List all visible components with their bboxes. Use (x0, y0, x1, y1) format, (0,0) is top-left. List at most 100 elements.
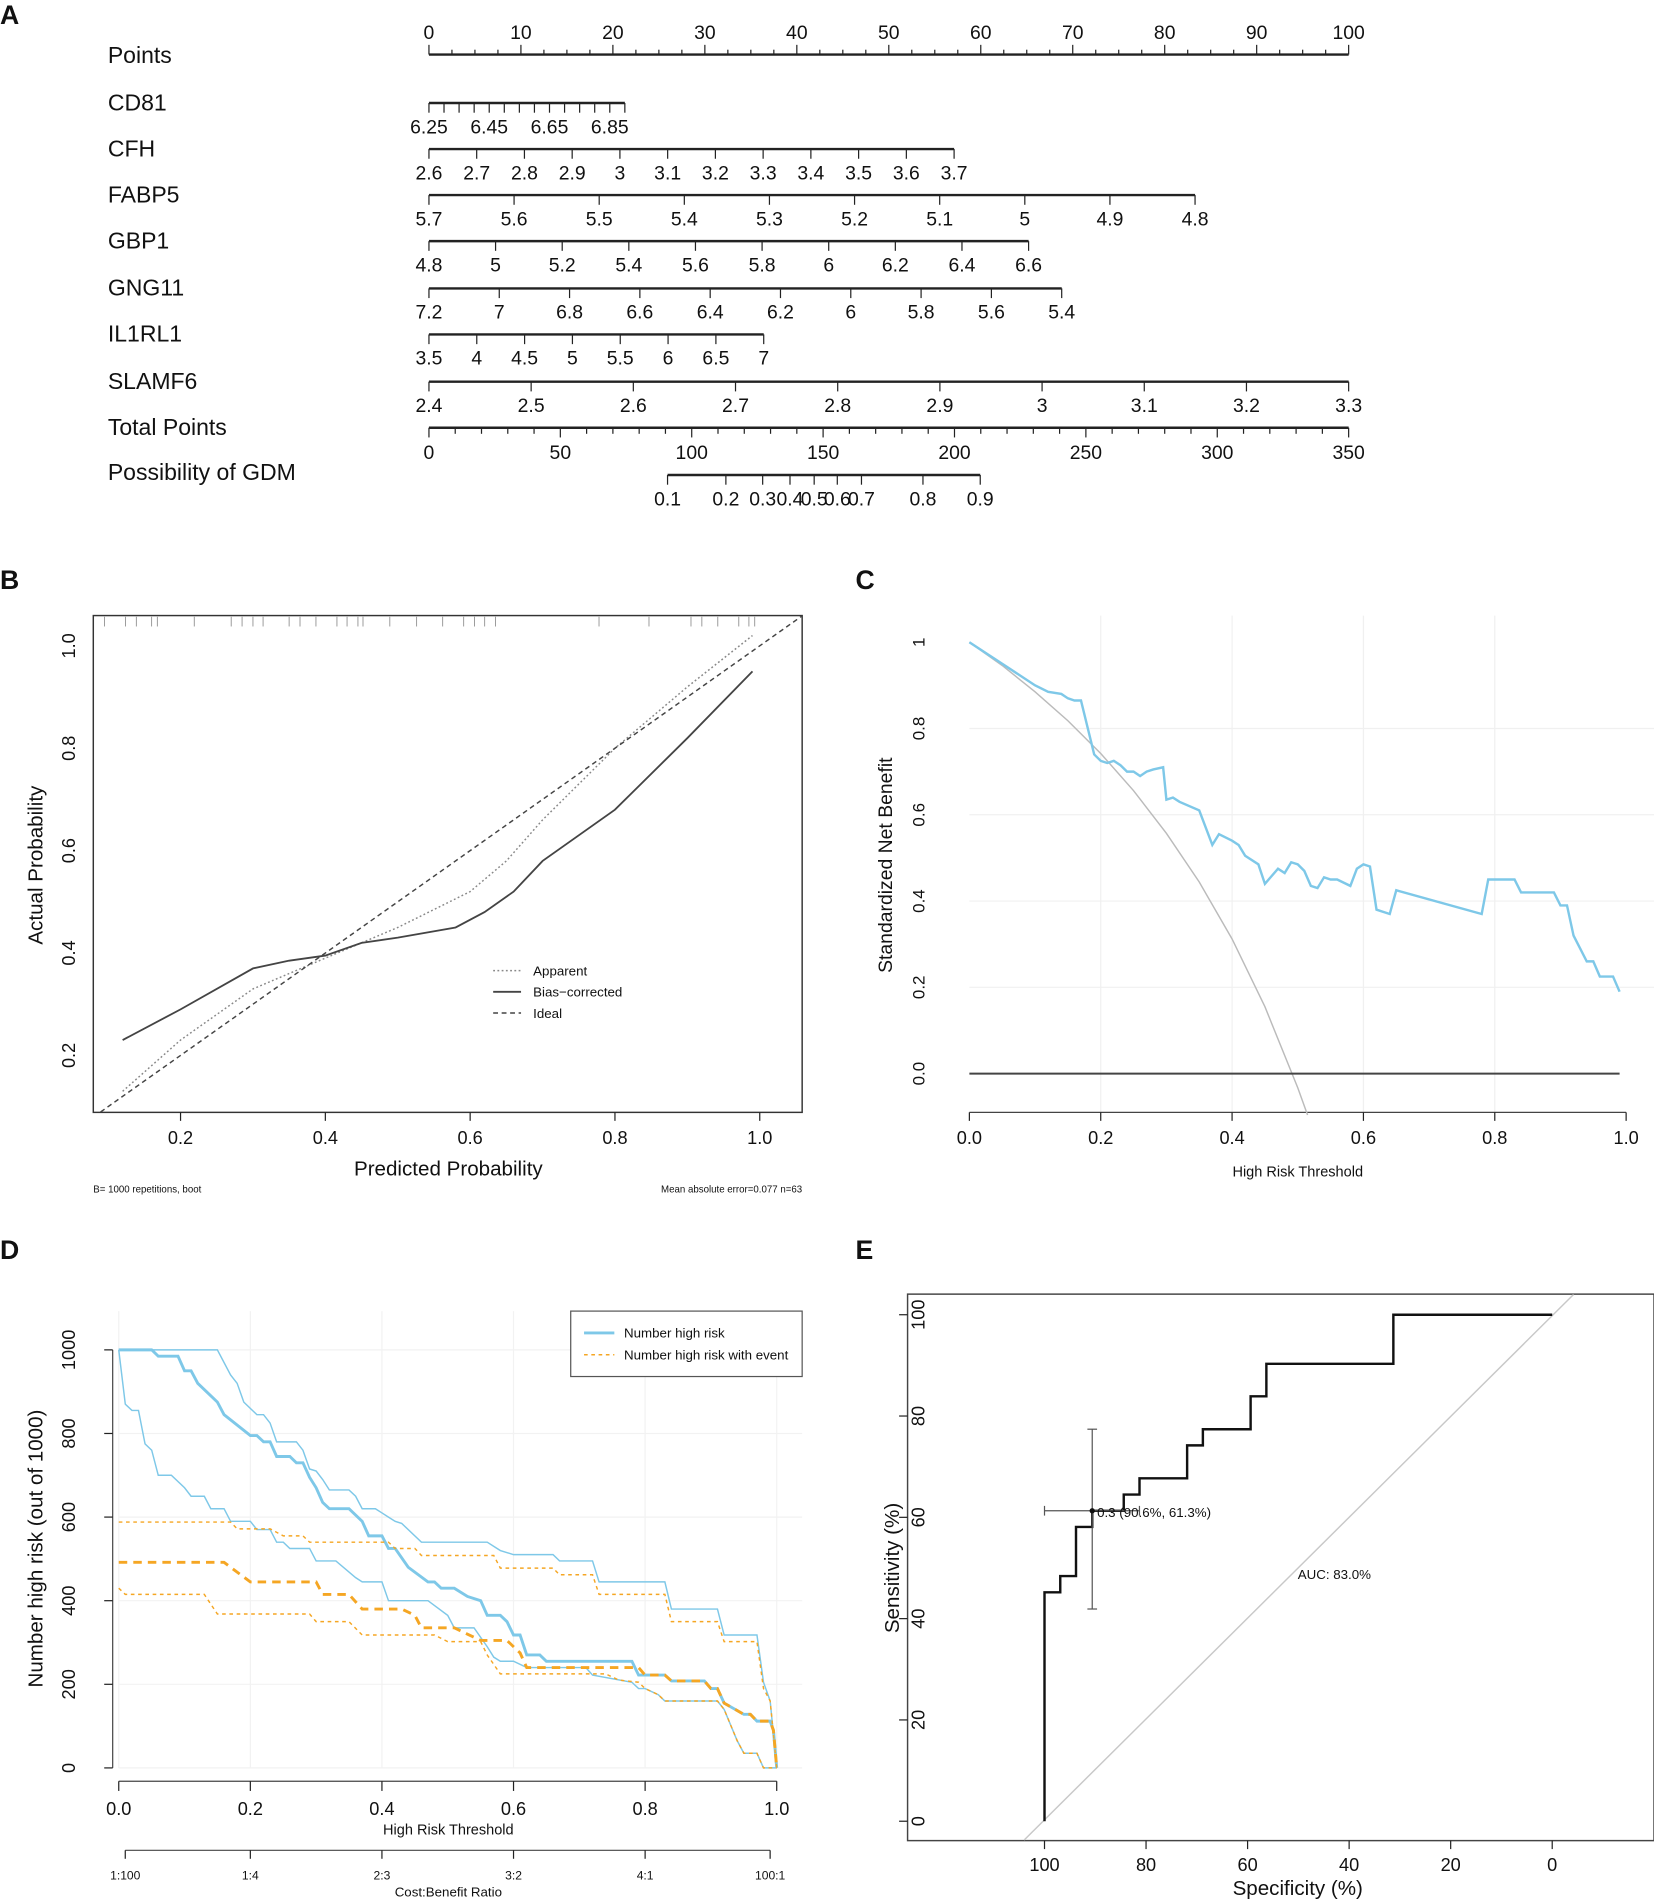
variable-tick-label: 3.5 (845, 162, 872, 184)
probability-tick-label: 0.6 (824, 488, 851, 510)
variable-label-slamf6: SLAMF6 (108, 368, 198, 394)
x-tick-label: 40 (1339, 1855, 1359, 1875)
cost-benefit-tick-label: 1:100 (110, 1868, 141, 1882)
variable-tick-label: 3.1 (1131, 395, 1158, 417)
panel-label-e: E (855, 1235, 873, 1265)
y-tick-label: 0 (59, 1763, 79, 1773)
y-tick-label: 600 (59, 1502, 79, 1532)
x-tick-label: 60 (1237, 1855, 1257, 1875)
auc-label: AUC: 83.0% (1298, 1567, 1371, 1582)
legend-box (570, 1310, 803, 1378)
legend-label: Apparent (533, 963, 587, 978)
variable-tick-label: 6.6 (626, 302, 653, 324)
x-tick-label: 1.0 (1614, 1128, 1639, 1148)
variable-tick-label: 3.1 (654, 162, 681, 184)
cost-benefit-tick-label: 3:2 (505, 1868, 522, 1882)
variable-tick-label: 5.1 (926, 208, 953, 230)
variable-tick-label: 2.8 (511, 162, 538, 184)
y-axis-title: Sensitivity (%) (881, 1503, 904, 1633)
x-tick-label: 0.4 (369, 1799, 394, 1819)
y-axis-title: Standardized Net Benefit (875, 757, 897, 973)
x-tick-label: 1.0 (764, 1799, 789, 1819)
total-points-tick-label: 150 (807, 442, 840, 464)
probability-tick-label: 0.4 (777, 488, 804, 510)
variable-tick-label: 2.7 (463, 162, 490, 184)
legend-label: Ideal (533, 1006, 562, 1021)
high-risk-event-estimate-line (118, 1560, 779, 1769)
variable-tick-label: 2.5 (518, 395, 545, 417)
probability-tick-label: 0.2 (712, 488, 739, 510)
cost-benefit-tick-label: 2:3 (374, 1868, 391, 1882)
total-points-tick-label: 300 (1201, 442, 1234, 464)
roc-plot-frame (906, 1293, 1654, 1842)
variable-tick-label: 6.65 (531, 116, 569, 138)
total-points-tick-label: 200 (938, 442, 971, 464)
variable-tick-label: 4 (471, 348, 482, 370)
y-tick-label: 40 (909, 1609, 929, 1629)
variable-tick-label: 6 (845, 302, 856, 324)
variable-tick-label: 2.8 (824, 395, 851, 417)
decision-curve-all (968, 641, 1309, 1116)
points-tick-label: 70 (1062, 22, 1084, 44)
variable-tick-label: 3.2 (1233, 395, 1260, 417)
variable-tick-label: 2.6 (620, 395, 647, 417)
variable-tick-label: 5 (1019, 208, 1030, 230)
variable-tick-label: 2.6 (415, 162, 442, 184)
variable-tick-label: 5.6 (682, 254, 709, 276)
variable-label-cfh: CFH (108, 135, 155, 161)
high-risk-upper-line (118, 1349, 778, 1768)
y-axis-title: Actual Probability (24, 785, 47, 945)
points-tick-label: 60 (970, 22, 992, 44)
probability-tick-label: 0.9 (967, 488, 994, 510)
best-threshold-point (1089, 1508, 1095, 1514)
y-tick-label: 200 (59, 1669, 79, 1699)
variable-tick-label: 3.6 (893, 162, 920, 184)
variable-tick-label: 7 (758, 348, 769, 370)
y-tick-label: 0.6 (59, 838, 79, 863)
x-tick-label: 0.2 (168, 1128, 193, 1148)
variable-tick-label: 6 (823, 254, 834, 276)
x-tick-label: 80 (1136, 1855, 1156, 1875)
variable-tick-label: 3.3 (1335, 395, 1362, 417)
x-tick-label: 0.8 (602, 1128, 627, 1148)
calibration-line-ideal (98, 615, 803, 1113)
points-tick-label: 40 (786, 22, 808, 44)
variable-tick-label: 3.7 (941, 162, 968, 184)
x-tick-label: 0.0 (957, 1128, 982, 1148)
y-axis-title: Number high risk (out of 1000) (24, 1410, 47, 1688)
x-tick-label: 0.6 (1351, 1128, 1376, 1148)
points-tick-label: 20 (602, 22, 624, 44)
y-tick-label: 60 (909, 1507, 929, 1527)
y-tick-label: 0.0 (910, 1062, 929, 1086)
cost-benefit-tick-label: 4:1 (637, 1868, 654, 1882)
high-risk-lower-line (118, 1349, 777, 1769)
calibration-line-apparent (122, 634, 753, 1092)
x-tick-label: 0.6 (458, 1128, 483, 1148)
variable-tick-label: 6 (663, 348, 674, 370)
variable-tick-label: 5.5 (586, 208, 613, 230)
variable-tick-label: 5.4 (615, 254, 642, 276)
y-tick-label: 0.8 (910, 717, 929, 741)
y-tick-label: 0.2 (910, 976, 929, 1000)
y-tick-label: 0.8 (59, 736, 79, 761)
calibration-line-bias-corrected (122, 670, 754, 1041)
probability-tick-label: 0.5 (801, 488, 828, 510)
variable-tick-label: 5 (490, 254, 501, 276)
variable-tick-label: 4.9 (1096, 208, 1123, 230)
variable-tick-label: 6.6 (1015, 254, 1042, 276)
y-tick-label: 0 (909, 1816, 929, 1826)
variable-tick-label: 6.2 (767, 302, 794, 324)
high-risk-estimate-line (118, 1348, 779, 1769)
probability-tick-label: 0.3 (749, 488, 776, 510)
panel-label-c: C (855, 565, 874, 595)
cost-benefit-tick-label: 100:1 (755, 1868, 786, 1882)
total-points-tick-label: 100 (676, 442, 709, 464)
y-tick-label: 1.0 (59, 633, 79, 658)
y-tick-label: 1000 (59, 1330, 79, 1370)
variable-tick-label: 4.5 (511, 348, 538, 370)
y-tick-label: 1 (910, 638, 929, 647)
variable-tick-label: 5.2 (549, 254, 576, 276)
x-axis-title: High Risk Threshold (1232, 1165, 1363, 1181)
variable-tick-label: 6.2 (882, 254, 909, 276)
legend-label: Number high risk with event (624, 1348, 789, 1363)
